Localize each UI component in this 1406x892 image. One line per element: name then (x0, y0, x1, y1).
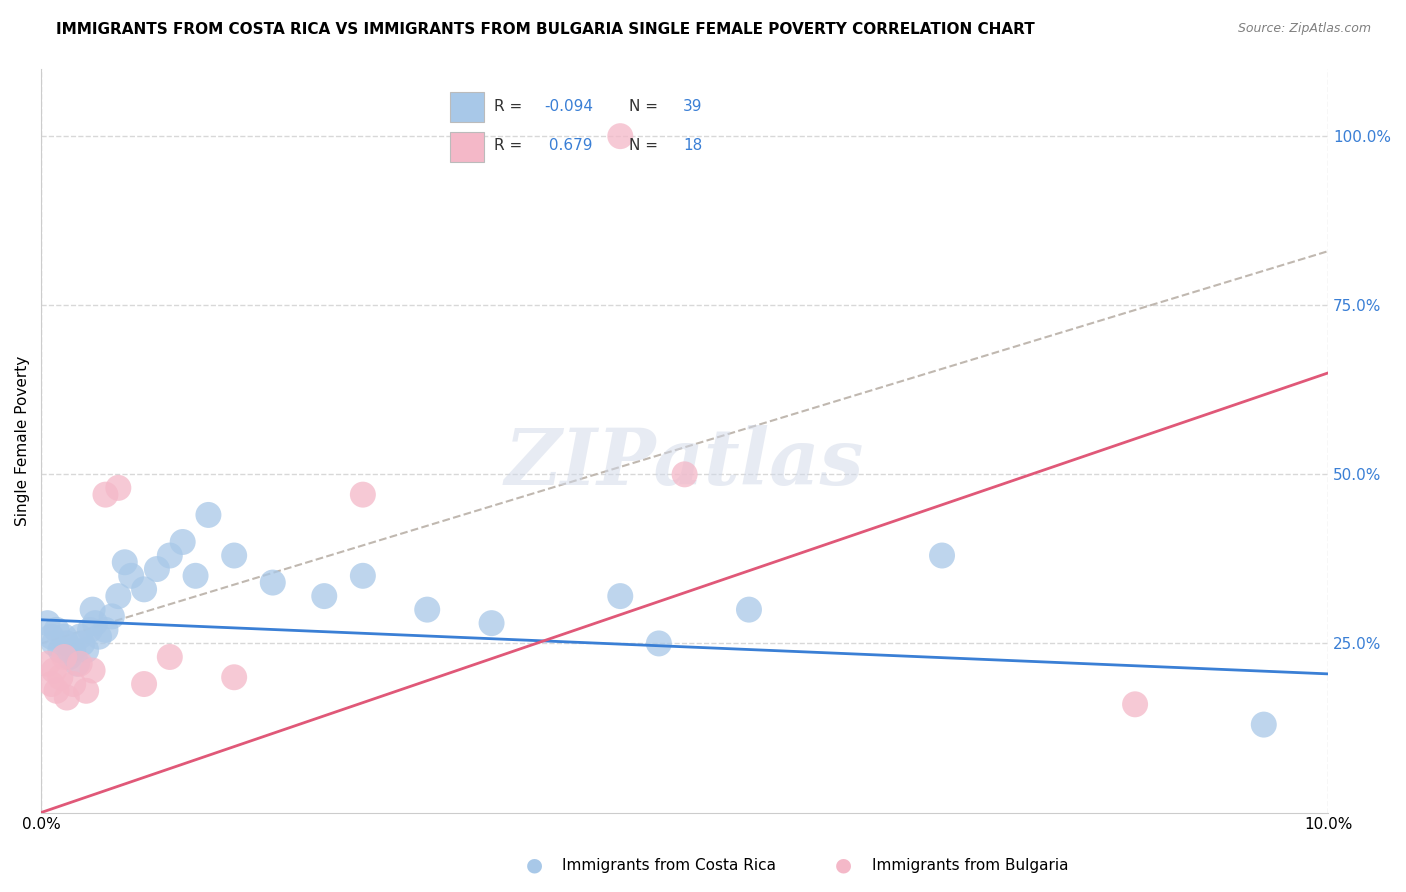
Point (45, 623, 67, 637)
Point (94, 623, 117, 637)
Point (931, 549, 953, 563)
Point (79, 623, 101, 637)
Point (75, 643, 97, 657)
Point (648, 636, 671, 650)
Point (84, 616, 107, 631)
Point (114, 555, 136, 569)
Point (49, 670, 72, 684)
Point (53, 650, 76, 665)
Point (37, 616, 59, 631)
Point (56, 636, 79, 650)
Point (159, 549, 181, 563)
Point (1253, 717, 1275, 731)
Text: IMMIGRANTS FROM COSTA RICA VS IMMIGRANTS FROM BULGARIA SINGLE FEMALE POVERTY COR: IMMIGRANTS FROM COSTA RICA VS IMMIGRANTS… (56, 22, 1035, 37)
Point (107, 589, 129, 603)
Point (609, 129, 631, 144)
Point (197, 508, 219, 522)
Point (62, 643, 84, 657)
Point (224, 670, 246, 684)
Text: Source: ZipAtlas.com: Source: ZipAtlas.com (1237, 22, 1371, 36)
Point (53, 630, 76, 644)
Point (56, 690, 79, 705)
Text: ●: ● (835, 855, 852, 875)
Point (352, 488, 374, 502)
Text: ZIPatlas: ZIPatlas (505, 425, 865, 501)
Point (66, 657, 89, 671)
Point (481, 616, 503, 631)
Point (673, 467, 696, 482)
Point (62, 677, 84, 691)
Point (107, 481, 129, 495)
Point (82, 664, 104, 678)
Point (224, 549, 246, 563)
Point (87, 630, 110, 644)
Point (42, 664, 65, 678)
Point (69, 657, 91, 671)
Point (262, 575, 284, 590)
Point (58, 650, 80, 665)
Point (132, 582, 155, 597)
Point (609, 589, 631, 603)
Point (314, 589, 336, 603)
Point (37, 657, 59, 671)
Text: Immigrants from Costa Rica: Immigrants from Costa Rica (562, 858, 776, 872)
Point (172, 535, 194, 549)
Point (146, 562, 169, 576)
Point (49, 643, 72, 657)
Point (82, 602, 104, 616)
Point (94, 488, 117, 502)
Text: ●: ● (526, 855, 543, 875)
Point (42, 636, 65, 650)
Point (159, 650, 181, 665)
Point (41, 630, 63, 644)
Point (45, 683, 67, 698)
Point (101, 609, 124, 624)
Text: Immigrants from Bulgaria: Immigrants from Bulgaria (872, 858, 1069, 872)
Point (75, 683, 97, 698)
Point (120, 569, 142, 583)
Y-axis label: Single Female Poverty: Single Female Poverty (15, 355, 30, 525)
Point (69, 630, 91, 644)
Point (352, 569, 374, 583)
Point (72, 636, 94, 650)
Point (132, 677, 155, 691)
Point (41, 677, 63, 691)
Point (416, 602, 439, 616)
Point (738, 602, 761, 616)
Point (1123, 698, 1146, 712)
Point (184, 569, 207, 583)
